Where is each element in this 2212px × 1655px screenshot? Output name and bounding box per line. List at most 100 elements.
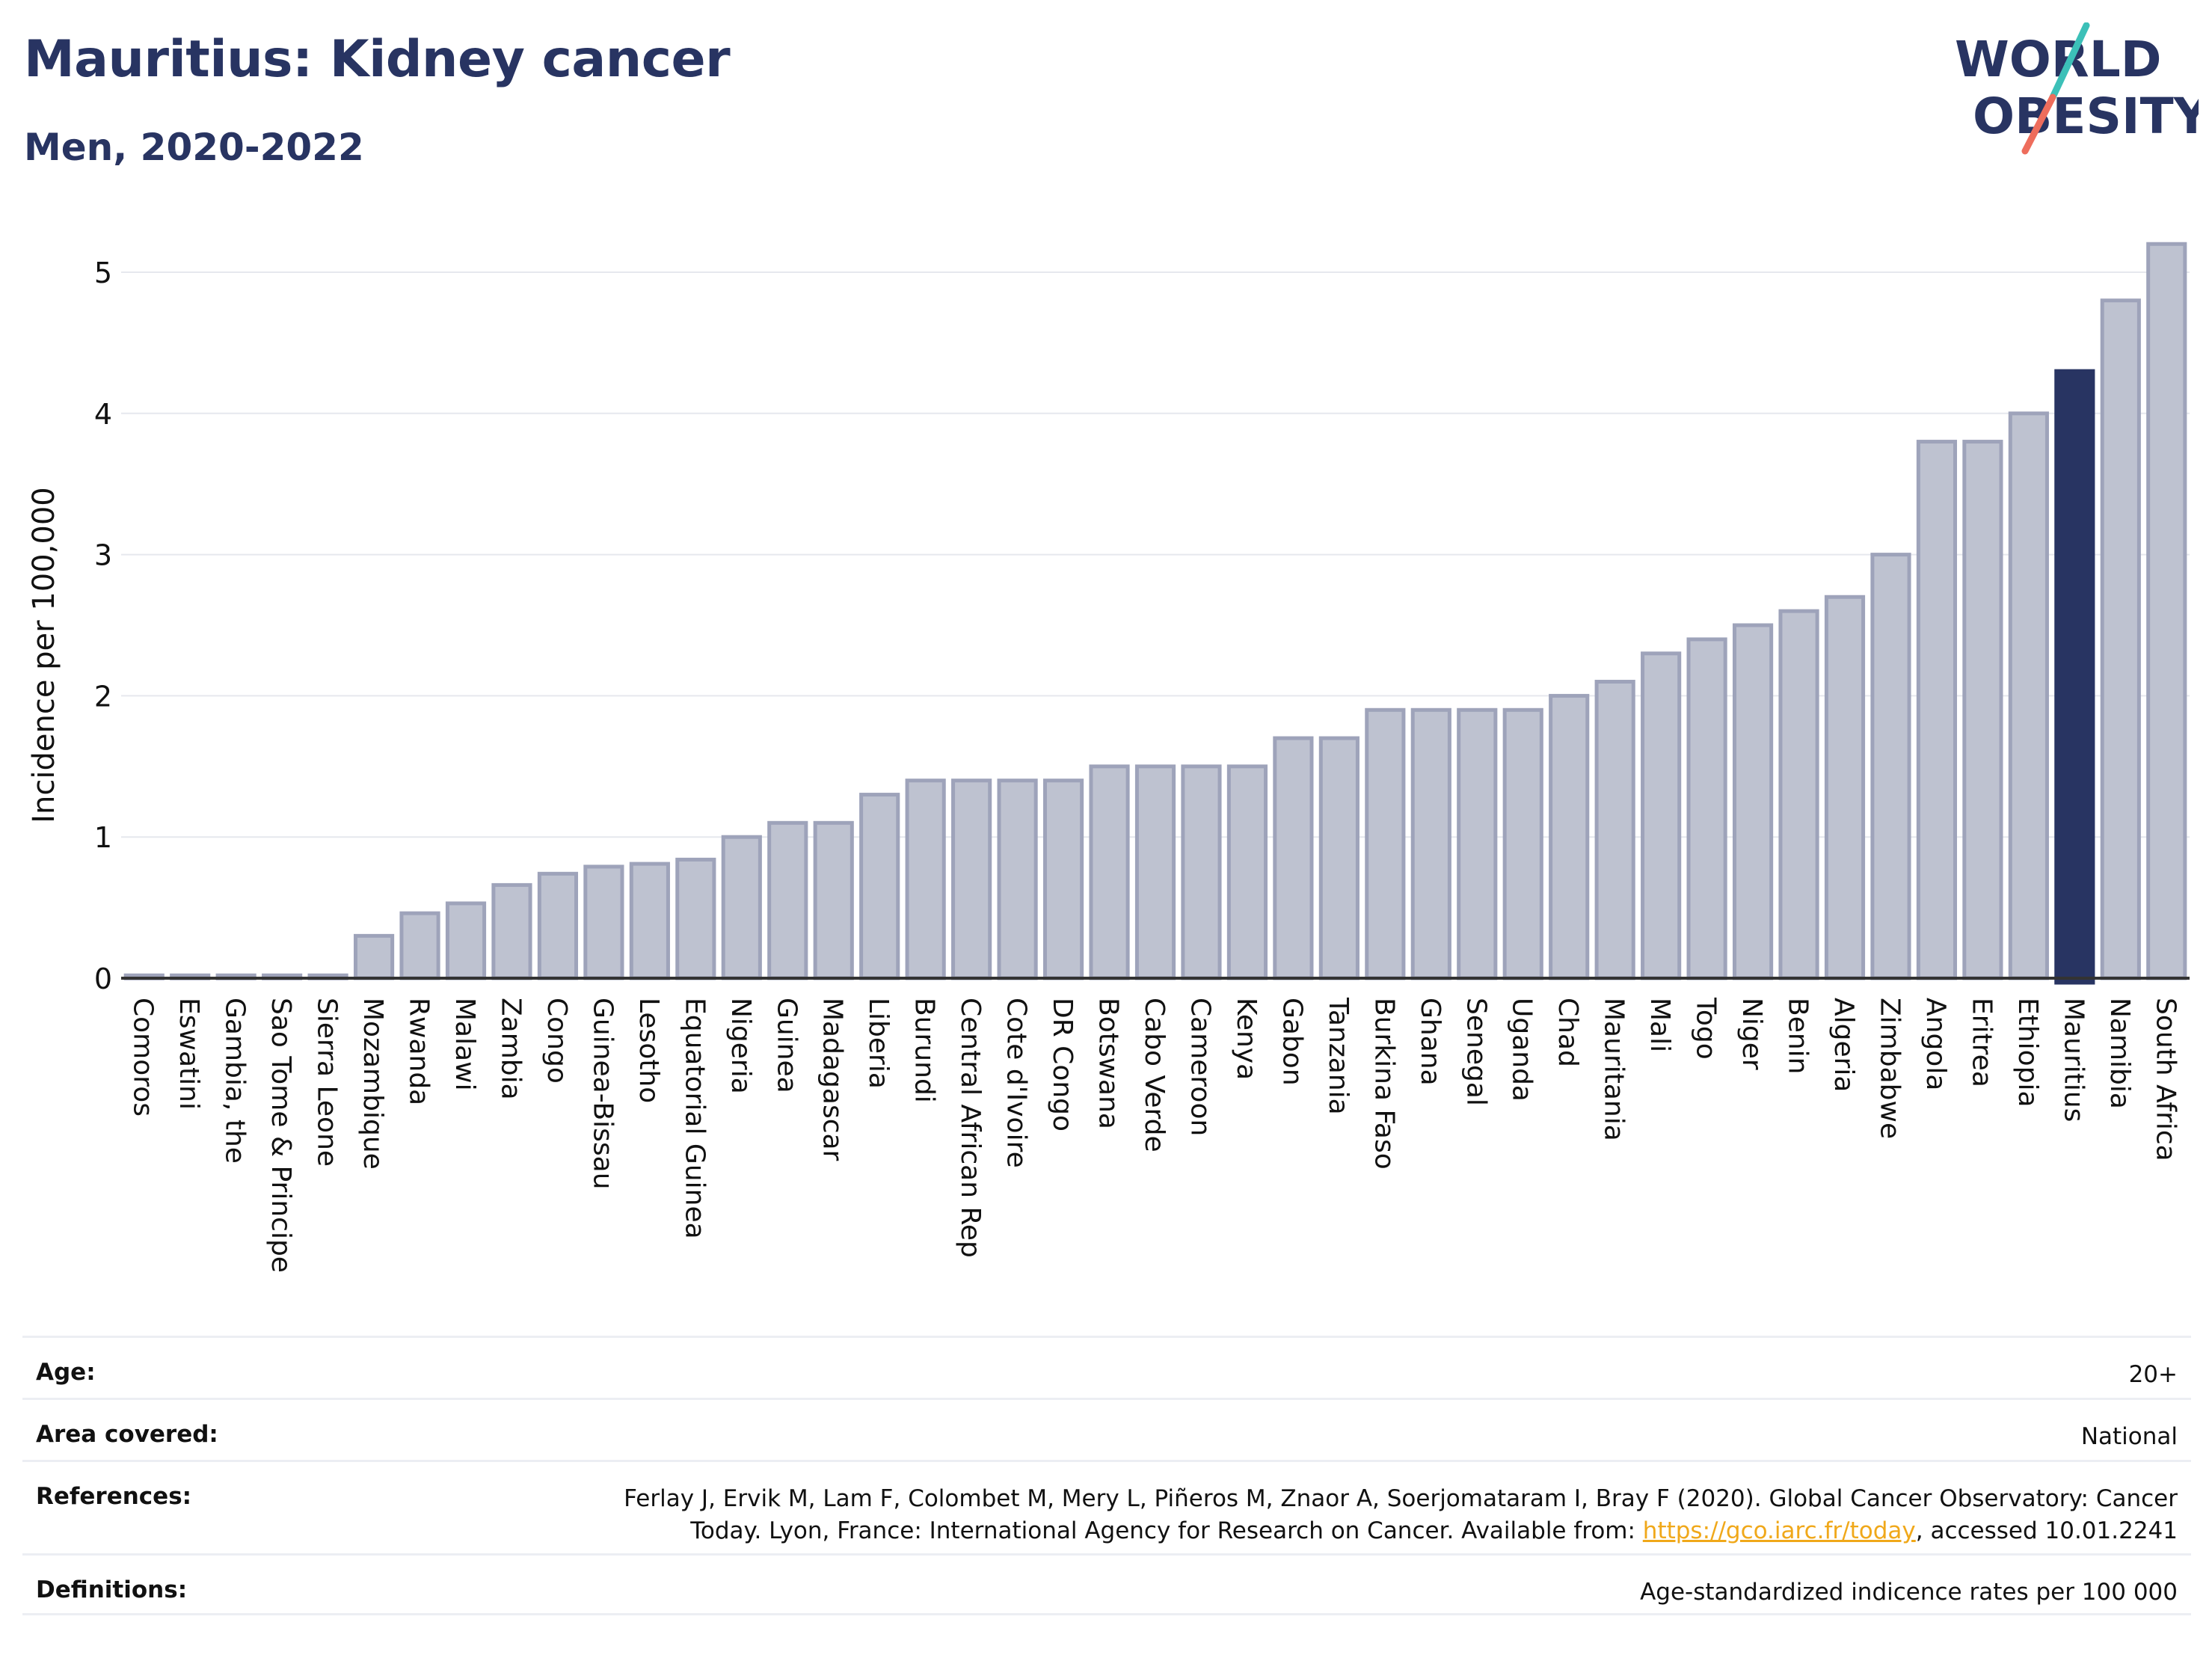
references-link[interactable]: https://gco.iarc.fr/today [1642, 1517, 1916, 1544]
bar-senegal [1457, 707, 1498, 980]
bar-chad [1549, 693, 1590, 980]
bar-cabo-verde [1134, 764, 1176, 980]
meta-row-area: Area covered: National [22, 1398, 2191, 1460]
x-tick-label: Sao Tome & Principe [265, 998, 296, 1273]
x-tick-label: Congo [541, 998, 572, 1084]
x-tick-label: Mauritius [2058, 998, 2089, 1122]
x-tick-label: Niger [1736, 998, 1767, 1070]
x-tick-label: Namibia [2104, 998, 2135, 1109]
x-tick-label: Sierra Leone [312, 998, 342, 1167]
meta-row-references: References: Ferlay J, Ervik M, Lam F, Co… [22, 1460, 2191, 1553]
x-tick-label: Nigeria [725, 998, 756, 1094]
bar-dr-congo [1042, 779, 1084, 980]
bar-congo [537, 871, 579, 980]
x-tick-label: Burkina Faso [1368, 998, 1399, 1170]
x-tick-label: Equatorial Guinea [679, 998, 710, 1239]
bar-cote-d-ivoire [997, 779, 1038, 980]
chart-title: Mauritius: Kidney cancer [24, 30, 731, 89]
meta-row-age: Age: 20+ [22, 1336, 2191, 1398]
x-tick-label: Ethiopia [2012, 998, 2043, 1108]
y-tick-label: 0 [94, 962, 112, 995]
area-value: National [2080, 1423, 2178, 1450]
x-tick-label: Comoros [128, 998, 159, 1117]
bar-ethiopia [2008, 411, 2049, 980]
world-obesity-logo: WORLD OBESITY [1955, 22, 2199, 155]
bar-lesotho [629, 862, 670, 980]
x-tick-label: Angola [1920, 998, 1951, 1090]
age-label: Age: [36, 1359, 96, 1386]
x-axis-labels: Comoros Eswatini Gambia, the Sao Tome & Pri… [128, 997, 2181, 1273]
bar-mali [1641, 651, 1682, 980]
bar-mauritania [1594, 680, 1635, 980]
x-tick-label: Benin [1783, 998, 1813, 1074]
bar-mauritius [2054, 369, 2095, 985]
x-tick-label: Cote d'Ivoire [1001, 998, 1032, 1168]
x-tick-label: Guinea [771, 998, 802, 1093]
bar-burundi [905, 779, 946, 980]
definitions-value: Age-standardized indicence rates per 100… [1640, 1579, 2178, 1606]
bar-namibia [2100, 298, 2141, 980]
x-tick-label: Ghana [1415, 998, 1446, 1086]
bar-togo [1686, 637, 1727, 980]
x-tick-label: Zimbabwe [1874, 998, 1905, 1139]
bar-zimbabwe [1870, 553, 1911, 980]
bar-zambia [491, 882, 532, 980]
x-tick-label: Uganda [1507, 998, 1537, 1102]
bar-niger [1732, 623, 1774, 980]
bar-burkina-faso [1365, 707, 1406, 980]
x-tick-label: Gabon [1276, 998, 1307, 1086]
y-axis-ticks: 0 1 2 3 4 5 [94, 257, 112, 995]
x-tick-label: Kenya [1231, 998, 1262, 1080]
bar-chart: 0 1 2 3 4 5 Comoros Eswatini Gambia, the Sao Tom… [27, 242, 2190, 1273]
bar-uganda [1502, 707, 1543, 980]
y-axis-label: Incidence per 100,000 [27, 487, 61, 823]
x-tick-label: Lesotho [633, 998, 664, 1103]
bar-algeria [1824, 595, 1866, 980]
y-tick-label: 1 [94, 821, 112, 854]
x-tick-label: South Africa [2150, 998, 2181, 1161]
x-tick-label: Cabo Verde [1139, 998, 1170, 1152]
y-tick-label: 3 [94, 539, 112, 572]
bar-kenya [1226, 764, 1268, 980]
bar-nigeria [721, 835, 762, 980]
x-tick-label: Eswatini [173, 998, 204, 1110]
logo-slash-teal [2049, 22, 2090, 101]
x-tick-label: Zambia [495, 998, 526, 1100]
bar-eritrea [1962, 440, 2003, 980]
x-tick-label: Tanzania [1323, 997, 1354, 1115]
references-label: References: [36, 1483, 192, 1510]
age-value: 20+ [2128, 1361, 2178, 1388]
y-tick-label: 2 [94, 680, 112, 713]
references-line2-post: , accessed 10.01.2241 [1915, 1517, 2178, 1544]
y-tick-label: 4 [94, 398, 112, 431]
bar-mozambique [353, 933, 395, 980]
bar-equatorial-guinea [675, 857, 716, 980]
x-tick-label: Eritrea [1966, 998, 1997, 1087]
logo-line2: OBESITY [1973, 87, 2199, 145]
references-value: Ferlay J, Ervik M, Lam F, Colombet M, Me… [624, 1483, 2178, 1547]
meta-row-definitions: Definitions: Age-standardized indicence … [22, 1553, 2191, 1615]
y-tick-label: 5 [94, 257, 112, 289]
x-tick-label: Rwanda [404, 998, 434, 1105]
x-tick-label: Guinea-Bissau [587, 998, 618, 1190]
references-line1: Ferlay J, Ervik M, Lam F, Colombet M, Me… [624, 1485, 2178, 1512]
bar-cameroon [1181, 764, 1222, 980]
bar-south-africa [2146, 242, 2187, 980]
x-tick-label: Chad [1552, 998, 1583, 1067]
bar-guinea [767, 820, 808, 980]
x-tick-label: Algeria [1828, 998, 1859, 1093]
x-tick-label: Cameroon [1185, 998, 1215, 1136]
x-tick-label: Mali [1644, 998, 1675, 1052]
x-tick-label: Madagascar [817, 998, 848, 1161]
x-tick-label: Togo [1691, 997, 1721, 1060]
definitions-label: Definitions: [36, 1576, 188, 1603]
area-label: Area covered: [36, 1421, 218, 1448]
bar-tanzania [1318, 736, 1360, 980]
bar-botswana [1089, 764, 1130, 980]
bar-madagascar [813, 820, 854, 980]
bar-guinea-bissau [583, 865, 624, 980]
x-tick-label: Burundi [909, 998, 940, 1103]
metadata-table: Age: 20+ Area covered: National Referenc… [22, 1336, 2191, 1615]
x-tick-label: Liberia [863, 998, 894, 1089]
x-tick-label: Senegal [1460, 998, 1491, 1106]
